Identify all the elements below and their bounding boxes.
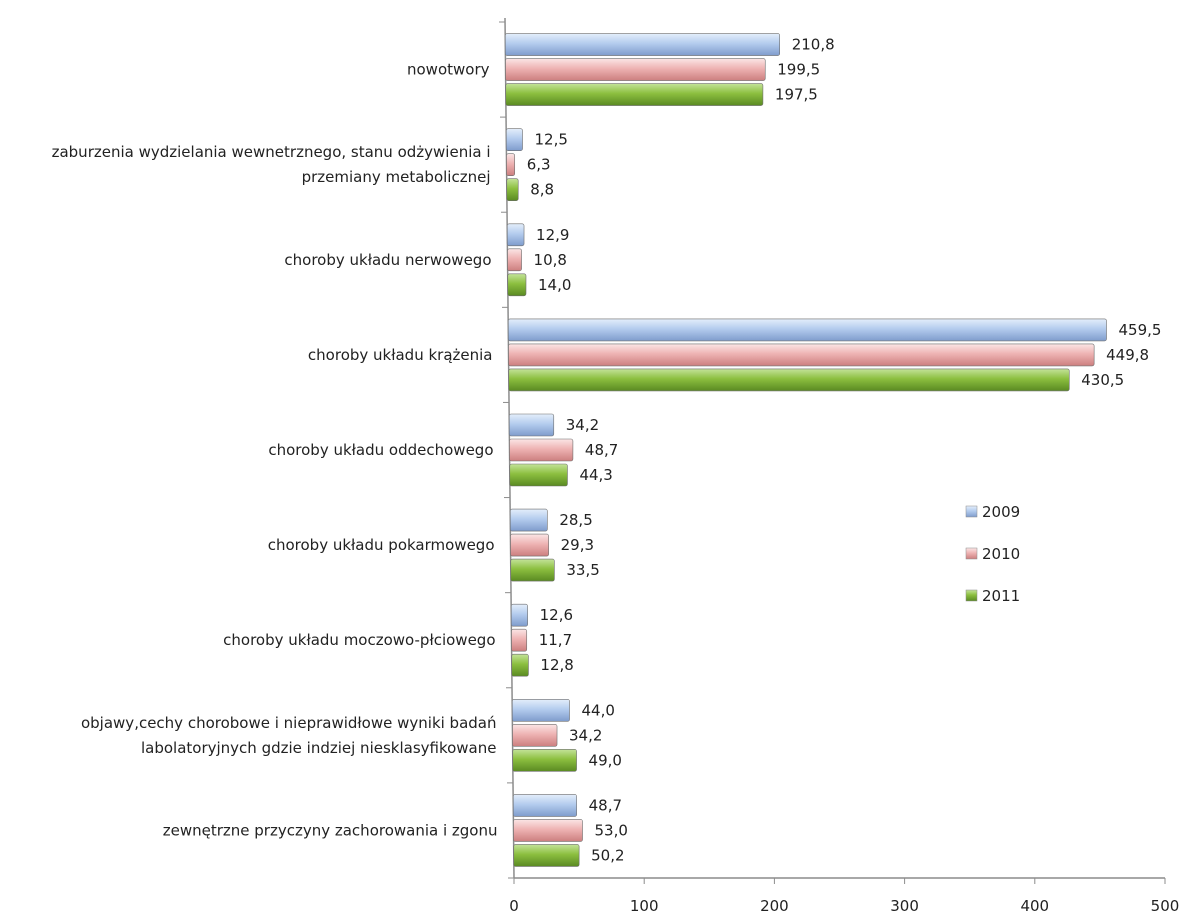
x-tick-label: 0 xyxy=(509,897,519,915)
category-label-line: choroby układu pokarmowego xyxy=(268,536,495,554)
legend-label-2010: 2010 xyxy=(982,545,1020,563)
data-label: 44,0 xyxy=(582,701,615,719)
data-label: 49,0 xyxy=(589,751,622,769)
bar-2011 xyxy=(507,273,527,297)
bar-2011 xyxy=(508,368,1070,392)
data-label: 48,7 xyxy=(585,441,618,459)
bar-2009 xyxy=(509,508,548,532)
bar-2009 xyxy=(510,603,528,627)
data-label: 199,5 xyxy=(777,61,820,79)
bar-2011 xyxy=(505,83,764,106)
legend-swatch-2010 xyxy=(965,547,978,560)
data-label: 50,2 xyxy=(591,846,624,864)
data-label: 48,7 xyxy=(589,796,622,814)
bar-2011 xyxy=(513,844,580,867)
legend-swatch-2009 xyxy=(965,505,978,518)
data-label: 10,8 xyxy=(534,251,567,269)
category-label: zewnętrzne przyczyny zachorowania i zgon… xyxy=(163,821,498,839)
category-label-line: przemiany metabolicznej xyxy=(302,168,491,186)
data-label: 53,0 xyxy=(595,821,628,839)
data-label: 6,3 xyxy=(527,156,551,174)
data-label: 449,8 xyxy=(1106,346,1149,364)
bar-2010 xyxy=(510,533,549,557)
data-label: 12,6 xyxy=(540,606,573,624)
category-label-line: labolatoryjnych gdzie indziej niesklasyf… xyxy=(141,739,497,757)
bar-2010 xyxy=(508,343,1095,367)
legend-swatch-2011 xyxy=(965,589,978,602)
data-label: 34,2 xyxy=(569,726,602,744)
data-label: 14,0 xyxy=(538,276,571,294)
category-label-line: choroby układu oddechowego xyxy=(268,441,493,459)
bar-2009 xyxy=(507,318,1107,342)
x-tick-label: 100 xyxy=(630,897,659,915)
category-label: choroby układu oddechowego xyxy=(268,441,493,459)
category-label-line: zewnętrzne przyczyny zachorowania i zgon… xyxy=(163,821,498,839)
x-tick-label: 200 xyxy=(760,897,789,915)
category-label: choroby układu nerwowego xyxy=(284,251,491,269)
data-label: 12,8 xyxy=(540,656,573,674)
data-label: 430,5 xyxy=(1081,371,1124,389)
legend-label-2009: 2009 xyxy=(982,503,1020,521)
category-label-line: objawy,cechy chorobowe i nieprawidłowe w… xyxy=(81,714,497,732)
x-tick-label: 400 xyxy=(1020,897,1049,915)
data-label: 12,9 xyxy=(536,226,569,244)
bar-2011 xyxy=(509,463,568,487)
data-label: 11,7 xyxy=(539,631,572,649)
category-label-line: choroby układu krążenia xyxy=(308,346,493,364)
category-label-line: nowotwory xyxy=(407,61,490,79)
data-label: 197,5 xyxy=(775,86,818,104)
bar-2010 xyxy=(509,438,574,462)
bar-2009 xyxy=(504,33,780,56)
x-tick-label: 500 xyxy=(1151,897,1180,915)
category-label-line: choroby układu moczowo-płciowego xyxy=(223,631,495,649)
bar-2009 xyxy=(511,699,570,722)
bar-2010 xyxy=(506,153,516,176)
category-label: objawy,cechy chorobowe i nieprawidłowe w… xyxy=(81,714,497,757)
bar-2011 xyxy=(510,558,555,582)
bar-2010 xyxy=(513,819,583,842)
legend-label-2011: 2011 xyxy=(982,587,1020,605)
data-label: 34,2 xyxy=(566,416,599,434)
bar-2009 xyxy=(505,128,523,151)
data-label: 44,3 xyxy=(579,466,612,484)
category-label: zaburzenia wydzielania wewnetrznego, sta… xyxy=(52,143,491,186)
bar-2011 xyxy=(506,178,519,201)
bar-2009 xyxy=(506,223,525,247)
bar-2011 xyxy=(511,653,529,677)
data-label: 29,3 xyxy=(561,536,594,554)
x-tick-label: 300 xyxy=(890,897,919,915)
bar-2010 xyxy=(505,58,766,81)
bar-2010 xyxy=(507,248,522,272)
category-label: nowotwory xyxy=(407,61,490,79)
data-label: 459,5 xyxy=(1119,321,1162,339)
bar-2010 xyxy=(511,628,528,652)
data-label: 8,8 xyxy=(530,181,554,199)
data-label: 12,5 xyxy=(535,131,568,149)
category-label: choroby układu moczowo-płciowego xyxy=(223,631,495,649)
category-label-line: choroby układu nerwowego xyxy=(284,251,491,269)
category-label: choroby układu krążenia xyxy=(308,346,493,364)
bar-2011 xyxy=(512,749,577,772)
bar-2009 xyxy=(512,794,577,817)
category-label-line: zaburzenia wydzielania wewnetrznego, sta… xyxy=(52,143,491,161)
data-label: 210,8 xyxy=(792,36,835,54)
bar-2010 xyxy=(512,724,558,747)
data-label: 28,5 xyxy=(559,511,592,529)
data-label: 33,5 xyxy=(566,561,599,579)
category-label: choroby układu pokarmowego xyxy=(268,536,495,554)
bar-2009 xyxy=(508,413,555,437)
